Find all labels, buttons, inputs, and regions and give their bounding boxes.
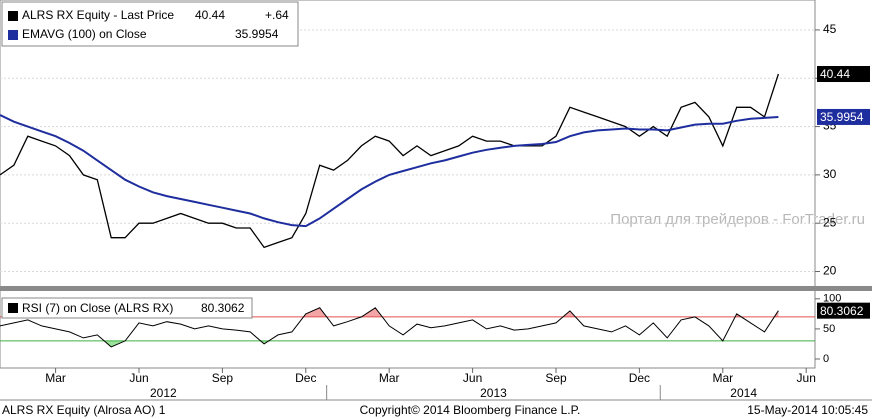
value-badge-box: [817, 302, 870, 319]
y-tick-label: 0: [823, 353, 829, 365]
panel-divider: [0, 286, 872, 291]
legend-box: [1, 1, 299, 47]
x-tick-label: Mar: [712, 371, 733, 385]
footer-center: Copyright© 2014 Bloomberg Finance L.P.: [360, 403, 581, 417]
y-tick-label: 100: [823, 293, 841, 305]
value-badge-label: 35.9954: [820, 110, 864, 124]
value-badge-box: [817, 66, 870, 83]
value-badge: 35.9954: [817, 108, 870, 125]
legend-text: +.64: [265, 8, 289, 22]
legend-swatch: [8, 30, 18, 40]
x-year-label: 2014: [730, 386, 757, 400]
x-year-label: 2012: [150, 386, 177, 400]
y-tick-label: 20: [823, 264, 837, 278]
watermark: Портал для трейдеров - ForTrader.ru: [610, 211, 865, 228]
legend-swatch: [8, 303, 18, 313]
legend-text: 40.44: [195, 8, 225, 22]
value-badge-label: 40.44: [820, 67, 850, 81]
series-line: [0, 114, 779, 228]
x-tick-label: Sep: [545, 371, 567, 385]
footer-right: 15-May-2014 10:05:45: [747, 403, 868, 417]
rsi-line: [0, 307, 779, 348]
legend-text: 80.3062: [201, 301, 245, 315]
legend-swatch: [8, 11, 18, 21]
y-tick-label: 30: [823, 167, 837, 181]
x-tick-label: Jun: [129, 371, 148, 385]
legend-text: ALRS RX Equity - Last Price: [22, 8, 174, 22]
value-badge-box: [817, 108, 870, 125]
x-tick-label: Sep: [212, 371, 234, 385]
y-tick-label: 50: [823, 323, 835, 335]
x-year-label: 2013: [480, 386, 507, 400]
legend-text: RSI (7) on Close (ALRS RX): [22, 301, 173, 315]
x-tick-label: Dec: [629, 371, 650, 385]
y-tick-label: 25: [823, 215, 837, 229]
x-tick-label: Jun: [797, 371, 816, 385]
x-tick-label: Mar: [379, 371, 400, 385]
value-badge-label: 80.3062: [820, 304, 864, 318]
x-tick-label: Jun: [463, 371, 482, 385]
value-badge: 80.3062: [817, 302, 870, 319]
x-tick-label: Dec: [295, 371, 316, 385]
legend-box: [1, 297, 253, 319]
y-tick-label: 45: [823, 22, 837, 36]
legend-text: 35.9954: [235, 27, 279, 41]
value-badge: 40.44: [817, 66, 870, 83]
footer-left: ALRS RX Equity (Alrosa AO) 1: [2, 403, 166, 417]
legend-text: EMAVG (100) on Close: [22, 27, 147, 41]
x-tick-label: Mar: [45, 371, 66, 385]
